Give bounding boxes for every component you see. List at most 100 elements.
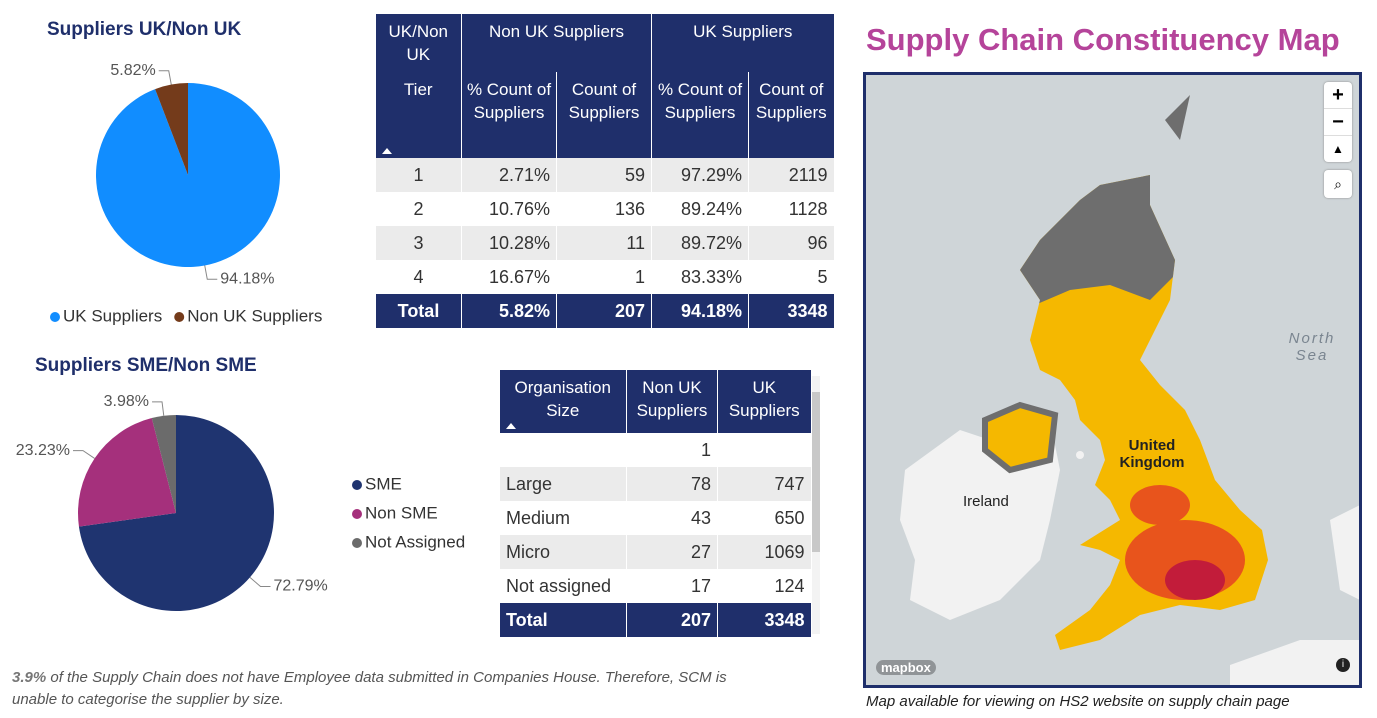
pie-slice — [155, 83, 188, 175]
sea-label: North Sea — [1288, 330, 1336, 364]
data-label: 94.18% — [220, 270, 274, 287]
cell: 17 — [626, 569, 718, 603]
cell — [717, 433, 811, 467]
data-label: 3.98% — [104, 393, 149, 410]
netherlands-land — [1330, 505, 1359, 600]
legend-marker — [352, 509, 362, 519]
cell: 43 — [626, 501, 718, 535]
group-header: UK/Non UK — [375, 14, 462, 72]
legend-marker — [352, 480, 362, 490]
cell: Micro — [499, 535, 627, 569]
cell: 83.33% — [651, 260, 749, 294]
cell: 650 — [717, 501, 811, 535]
pie-slice — [78, 418, 176, 527]
sort-indicator — [505, 423, 516, 429]
sort-indicator — [381, 148, 392, 154]
column-header: Count of Suppliers — [748, 72, 834, 158]
search-button[interactable]: ⌕ — [1324, 170, 1352, 198]
column-header: % Count of Suppliers — [461, 72, 557, 158]
total-cell: 3348 — [748, 294, 834, 328]
ireland-label: Ireland — [963, 493, 1009, 510]
legend-marker — [50, 312, 60, 322]
map-title: Supply Chain Constituency Map — [866, 22, 1340, 57]
cell: 2.71% — [461, 158, 557, 192]
tier-table: UK/Non UK Non UK Suppliers UK Suppliers Tie… — [375, 14, 834, 328]
column-header: % Count of Suppliers — [651, 72, 749, 158]
zoom-controls: + − ▲ — [1324, 82, 1352, 162]
leader-line — [152, 401, 165, 416]
legend-label: Not Assigned — [365, 532, 465, 551]
leader-line — [204, 265, 218, 280]
shetland — [1165, 95, 1190, 140]
cell: 4 — [375, 260, 462, 294]
legend-label: Non UK Suppliers — [187, 306, 322, 325]
info-button[interactable]: i — [1336, 658, 1350, 672]
compass[interactable]: ▲ — [1324, 135, 1352, 162]
map-canvas[interactable] — [866, 75, 1359, 685]
cell: 3 — [375, 226, 462, 260]
group-header: UK Suppliers — [651, 14, 834, 72]
cell: 124 — [717, 569, 811, 603]
cell: 1 — [556, 260, 652, 294]
column-header: Non UK Suppliers — [626, 370, 718, 433]
legend-label: SME — [365, 474, 402, 493]
pie-slice — [78, 415, 274, 612]
group-header: Non UK Suppliers — [461, 14, 652, 72]
cell: Medium — [499, 501, 627, 535]
cell: 97.29% — [651, 158, 749, 192]
cell: 59 — [556, 158, 652, 192]
pie-charts: Suppliers UK/Non UK 94.18% 5.82% UK Supplie… — [16, 19, 465, 612]
cell — [499, 433, 627, 467]
total-cell: 207 — [626, 603, 718, 637]
legend-marker — [174, 312, 185, 322]
france-land — [1230, 640, 1359, 685]
zoom-out[interactable]: − — [1324, 108, 1352, 135]
mapbox-attribution[interactable]: mapbox — [876, 660, 936, 675]
cell: 89.24% — [651, 192, 749, 226]
legend-marker — [352, 538, 362, 548]
isle-of-man — [1076, 451, 1084, 459]
data-label: 23.23% — [16, 442, 70, 459]
cell: 1128 — [748, 192, 834, 226]
total-cell: Total — [375, 294, 462, 328]
map-caption: Map available for viewing on HS2 website… — [866, 693, 1290, 710]
cell: 27 — [626, 535, 718, 569]
uk-label: United Kingdom — [1119, 437, 1185, 471]
northern-ireland — [982, 401, 1059, 474]
total-cell: 94.18% — [651, 294, 749, 328]
size-table: Organisation Size Non UK Suppliers UK Supp… — [499, 370, 811, 637]
data-label: 72.79% — [273, 578, 327, 595]
cell: 89.72% — [651, 226, 749, 260]
cell: 747 — [717, 467, 811, 501]
cell: 78 — [626, 467, 718, 501]
chart-title: Suppliers UK/Non UK — [47, 19, 242, 40]
legend-label: Non SME — [365, 503, 438, 522]
scroll-thumb[interactable] — [812, 392, 820, 552]
leader-line — [158, 70, 172, 85]
footnote-emphasis: 3.9% — [12, 669, 47, 686]
scrollbar[interactable] — [812, 376, 820, 634]
column-header: Tier — [375, 72, 462, 158]
total-cell: 207 — [556, 294, 652, 328]
cell: Large — [499, 467, 627, 501]
chart-title: Suppliers SME/Non SME — [35, 355, 257, 376]
zoom-in[interactable]: + — [1332, 84, 1344, 106]
footnote-text: of the Supply Chain does not have Employ… — [12, 669, 727, 708]
cell: 1069 — [717, 535, 811, 569]
cell: 10.76% — [461, 192, 557, 226]
cell: 2 — [375, 192, 462, 226]
total-cell: 3348 — [717, 603, 811, 637]
total-cell: Total — [499, 603, 627, 637]
data-label: 5.82% — [110, 62, 155, 79]
footnote: 3.9% of the Supply Chain does not have E… — [12, 667, 752, 711]
leader-line — [249, 576, 271, 588]
cell: 96 — [748, 226, 834, 260]
column-header: Organisation Size — [499, 370, 627, 433]
map[interactable]: North Sea Ireland United Kingdom mapbox … — [863, 72, 1362, 688]
cell: Not assigned — [499, 569, 627, 603]
cell: 2119 — [748, 158, 834, 192]
cell: 10.28% — [461, 226, 557, 260]
column-header: UK Suppliers — [717, 370, 811, 433]
leader-line — [72, 450, 95, 459]
